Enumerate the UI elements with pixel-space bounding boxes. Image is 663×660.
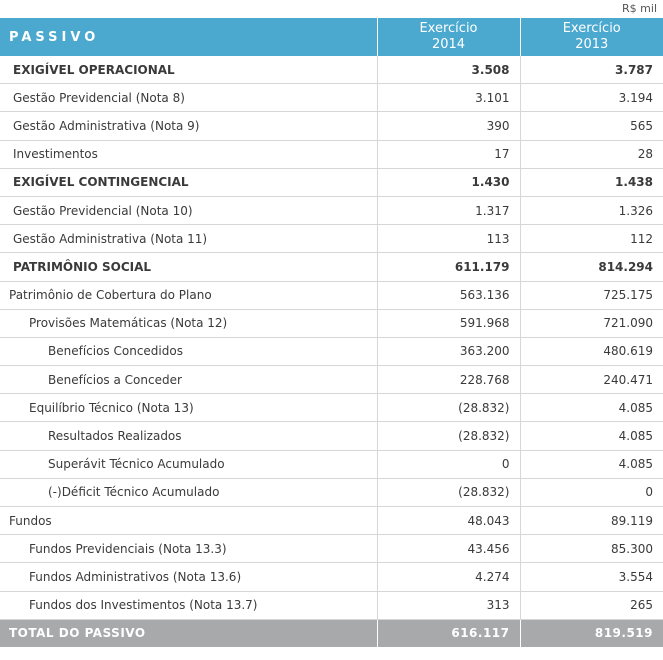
passivo-table: PASSIVO Exercício 2014 Exercício 2013 EX… [0,18,663,647]
row-label: Patrimônio de Cobertura do Plano [0,281,377,310]
table-row: Fundos 48.043 89.119 [0,506,663,536]
row-value-2013: 4.085 [519,421,663,451]
header-col-2014-line2: 2014 [431,37,466,52]
row-value-2013: 28 [519,140,663,169]
row-value-2013: 4.085 [519,393,663,423]
unit-label: R$ mil [622,2,657,15]
row-value-2014: 563.136 [376,281,520,310]
row-label: Fundos [0,506,377,536]
table-row: Gestão Administrativa (Nota 11) 113 112 [0,224,663,254]
row-value-2014: 17 [376,140,520,169]
row-value-2014: 591.968 [376,309,520,338]
row-value-2013: 480.619 [519,337,663,367]
row-value-2013: 0 [519,478,663,508]
row-value-2013: 721.090 [519,309,663,338]
row-label: EXIGÍVEL OPERACIONAL [0,56,377,85]
row-value-2014: (28.832) [376,421,520,451]
table-row: Investimentos 17 28 [0,140,663,169]
row-label: Provisões Matemáticas (Nota 12) [0,309,377,338]
row-value-2014: 3.508 [376,56,520,85]
row-value-2014: 611.179 [376,252,520,282]
row-value-2014: 3.101 [376,83,520,113]
row-value-2013: 265 [519,591,663,620]
row-label: Fundos dos Investimentos (Nota 13.7) [0,591,377,620]
table-row: Provisões Matemáticas (Nota 12) 591.968 … [0,309,663,338]
table-row: Fundos Previdenciais (Nota 13.3) 43.456 … [0,534,663,564]
row-label: Superávit Técnico Acumulado [0,450,377,479]
header-col-2013: Exercício 2013 [519,18,663,56]
row-value-2013: 4.085 [519,450,663,479]
row-label: PATRIMÔNIO SOCIAL [0,252,377,282]
row-value-2013: 814.294 [519,252,663,282]
header-col-2014: Exercício 2014 [376,18,520,56]
row-value-2013: 3.787 [519,56,663,85]
row-label: Fundos Administrativos (Nota 13.6) [0,562,377,592]
row-value-2014: 48.043 [376,506,520,536]
table-row: Patrimônio de Cobertura do Plano 563.136… [0,281,663,310]
row-value-2014: 1.317 [376,196,520,226]
row-value-2014: 113 [376,224,520,254]
row-value-2014: 390 [376,111,520,141]
row-label: Benefícios a Conceder [0,365,377,395]
row-value-2014: 1.430 [376,168,520,197]
row-label: Investimentos [0,140,377,169]
row-value-2013: 3.194 [519,83,663,113]
table-row: Equilíbrio Técnico (Nota 13) (28.832) 4.… [0,393,663,423]
row-label: Gestão Administrativa (Nota 11) [0,224,377,254]
header-title: PASSIVO [0,18,377,56]
row-label: (-)Déficit Técnico Acumulado [0,478,377,508]
header-col-2013-line1: Exercício [562,21,621,36]
row-value-2013: 565 [519,111,663,141]
row-label: Benefícios Concedidos [0,337,377,367]
row-value-2013: 112 [519,224,663,254]
table-row: Gestão Previdencial (Nota 8) 3.101 3.194 [0,83,663,113]
total-label: TOTAL DO PASSIVO [0,619,377,647]
table-row: Resultados Realizados (28.832) 4.085 [0,421,663,451]
row-label: Gestão Administrativa (Nota 9) [0,111,377,141]
row-value-2014: 0 [376,450,520,479]
header-col-2014-line1: Exercício [419,21,478,36]
table-row: Benefícios a Conceder 228.768 240.471 [0,365,663,395]
table-row: PATRIMÔNIO SOCIAL 611.179 814.294 [0,252,663,282]
table-row: Fundos dos Investimentos (Nota 13.7) 313… [0,591,663,620]
table-header: PASSIVO Exercício 2014 Exercício 2013 [0,18,663,56]
total-value-2013: 819.519 [519,619,663,647]
row-value-2014: 313 [376,591,520,620]
row-label: Resultados Realizados [0,421,377,451]
row-value-2014: 4.274 [376,562,520,592]
row-value-2013: 1.326 [519,196,663,226]
table-row: EXIGÍVEL OPERACIONAL 3.508 3.787 [0,56,663,85]
row-value-2013: 85.300 [519,534,663,564]
row-value-2013: 89.119 [519,506,663,536]
table-row: Gestão Administrativa (Nota 9) 390 565 [0,111,663,141]
row-value-2014: (28.832) [376,393,520,423]
table-row: Gestão Previdencial (Nota 10) 1.317 1.32… [0,196,663,226]
row-value-2014: 43.456 [376,534,520,564]
total-value-2014: 616.117 [376,619,520,647]
row-value-2013: 240.471 [519,365,663,395]
row-value-2014: 228.768 [376,365,520,395]
row-value-2013: 725.175 [519,281,663,310]
row-label: Gestão Previdencial (Nota 10) [0,196,377,226]
table-row: Benefícios Concedidos 363.200 480.619 [0,337,663,367]
row-label: Fundos Previdenciais (Nota 13.3) [0,534,377,564]
row-value-2014: 363.200 [376,337,520,367]
table-row: EXIGÍVEL CONTINGENCIAL 1.430 1.438 [0,168,663,197]
total-row: TOTAL DO PASSIVO 616.117 819.519 [0,619,663,647]
row-value-2013: 1.438 [519,168,663,197]
row-label: EXIGÍVEL CONTINGENCIAL [0,168,377,197]
table-row: (-)Déficit Técnico Acumulado (28.832) 0 [0,478,663,508]
row-label: Equilíbrio Técnico (Nota 13) [0,393,377,423]
header-col-2013-line2: 2013 [575,37,609,52]
row-value-2013: 3.554 [519,562,663,592]
row-value-2014: (28.832) [376,478,520,508]
table-row: Fundos Administrativos (Nota 13.6) 4.274… [0,562,663,592]
row-label: Gestão Previdencial (Nota 8) [0,83,377,113]
table-row: Superávit Técnico Acumulado 0 4.085 [0,450,663,479]
